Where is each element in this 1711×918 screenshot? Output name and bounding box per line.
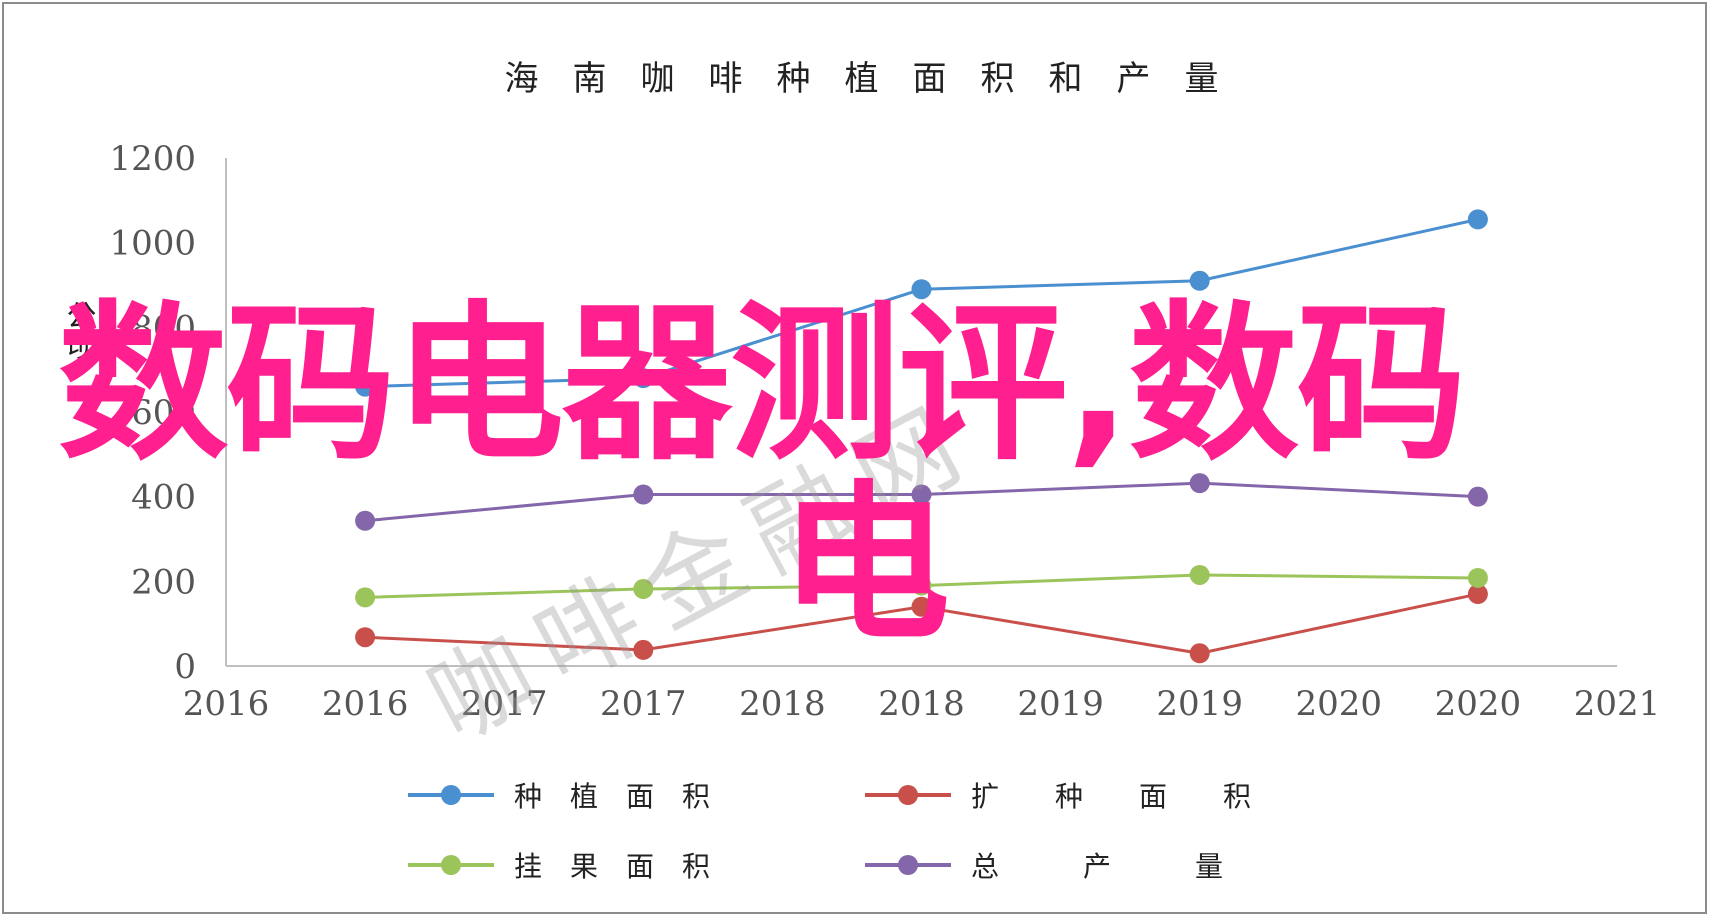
y-axis-label: 公顷 [61,300,96,360]
data-point-s4-5 [1467,486,1488,507]
x-tick-label: 2021 [1574,684,1661,724]
x-tick-label: 2016 [322,684,409,724]
x-tick-label: 2020 [1435,684,1522,724]
y-tick-label: 400 [131,478,196,518]
y-tick-label: 1000 [109,224,196,264]
data-point-s1-5 [1467,209,1488,230]
legend-label: 种 植 面 积 [514,780,710,813]
x-tick-label: 2017 [461,684,548,724]
x-tick-label: 2018 [878,684,965,724]
data-point-s2-2 [633,639,654,660]
data-point-s2-3 [911,596,932,617]
legend-swatch-marker [898,785,918,805]
overlay-headline: 数码电器测评,数码 [58,286,1467,484]
y-tick-label: 0 [174,647,196,687]
legend-swatch-marker [441,855,461,875]
data-point-s2-5 [1467,584,1488,605]
x-tick-label: 2019 [1017,684,1104,724]
legend-swatch-marker [441,785,461,805]
data-point-s1-3 [911,279,932,300]
x-tick-label: 2018 [739,684,826,724]
y-tick-label: 200 [131,562,196,602]
legend-swatch-marker [898,855,918,875]
y-tick-label: 1200 [109,139,196,179]
x-tick-label: 2016 [183,684,270,724]
data-point-s3-2 [633,578,654,599]
overlay-headline-continued: 电 [780,466,951,664]
data-point-s1-1 [355,376,376,397]
legend-label: 总 产 量 [971,850,1223,883]
data-point-s3-3 [911,575,932,596]
chart-title: 海 南 咖 啡 种 植 面 积 和 产 量 [505,59,1219,99]
data-point-s4-1 [355,510,376,531]
data-point-s3-5 [1467,567,1488,588]
data-point-s2-4 [1189,643,1210,664]
data-point-s3-1 [355,587,376,608]
data-point-s3-4 [1189,564,1210,585]
legend-label: 扩 种 面 积 [971,780,1251,813]
x-tick-label: 2019 [1156,684,1243,724]
data-point-s4-3 [911,484,932,505]
data-point-s4-4 [1189,473,1210,494]
y-tick-label: 800 [131,308,196,348]
legend-label: 挂 果 面 积 [514,850,710,883]
y-tick-label: 600 [131,393,196,433]
data-point-s2-1 [355,627,376,648]
data-point-s1-4 [1189,270,1210,291]
x-tick-label: 2020 [1296,684,1383,724]
x-tick-label: 2017 [600,684,687,724]
data-point-s4-2 [633,484,654,505]
data-point-s1-2 [633,368,654,389]
